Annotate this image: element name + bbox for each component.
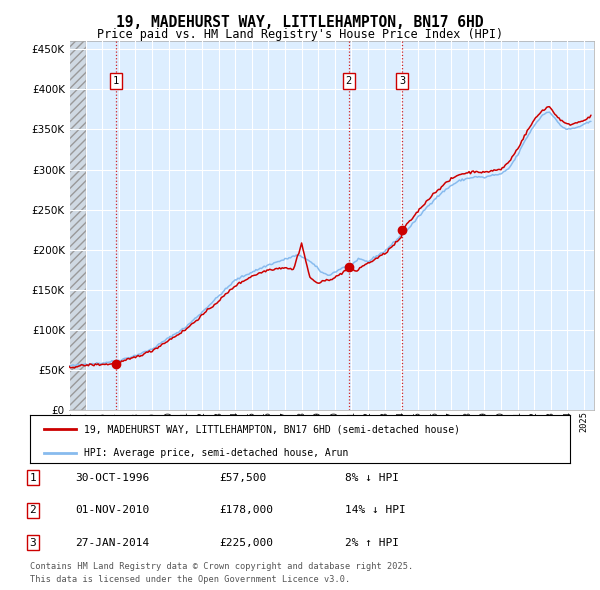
Text: 3: 3 <box>400 76 406 86</box>
Text: 1: 1 <box>113 76 119 86</box>
Text: Price paid vs. HM Land Registry's House Price Index (HPI): Price paid vs. HM Land Registry's House … <box>97 28 503 41</box>
Text: 2% ↑ HPI: 2% ↑ HPI <box>345 538 399 548</box>
Text: 14% ↓ HPI: 14% ↓ HPI <box>345 506 406 515</box>
Text: Contains HM Land Registry data © Crown copyright and database right 2025.: Contains HM Land Registry data © Crown c… <box>30 562 413 571</box>
Text: HPI: Average price, semi-detached house, Arun: HPI: Average price, semi-detached house,… <box>84 447 349 457</box>
Text: £57,500: £57,500 <box>219 473 266 483</box>
Text: 01-NOV-2010: 01-NOV-2010 <box>75 506 149 515</box>
Text: 19, MADEHURST WAY, LITTLEHAMPTON, BN17 6HD: 19, MADEHURST WAY, LITTLEHAMPTON, BN17 6… <box>116 15 484 30</box>
Text: £178,000: £178,000 <box>219 506 273 515</box>
Bar <box>69 41 86 410</box>
Text: 30-OCT-1996: 30-OCT-1996 <box>75 473 149 483</box>
Text: 8% ↓ HPI: 8% ↓ HPI <box>345 473 399 483</box>
Text: 19, MADEHURST WAY, LITTLEHAMPTON, BN17 6HD (semi-detached house): 19, MADEHURST WAY, LITTLEHAMPTON, BN17 6… <box>84 424 460 434</box>
Text: 2: 2 <box>346 76 352 86</box>
Text: 27-JAN-2014: 27-JAN-2014 <box>75 538 149 548</box>
Text: 1: 1 <box>29 473 37 483</box>
Bar <box>69 41 86 410</box>
Text: 3: 3 <box>29 538 37 548</box>
Text: This data is licensed under the Open Government Licence v3.0.: This data is licensed under the Open Gov… <box>30 575 350 584</box>
Text: £225,000: £225,000 <box>219 538 273 548</box>
Text: 2: 2 <box>29 506 37 515</box>
